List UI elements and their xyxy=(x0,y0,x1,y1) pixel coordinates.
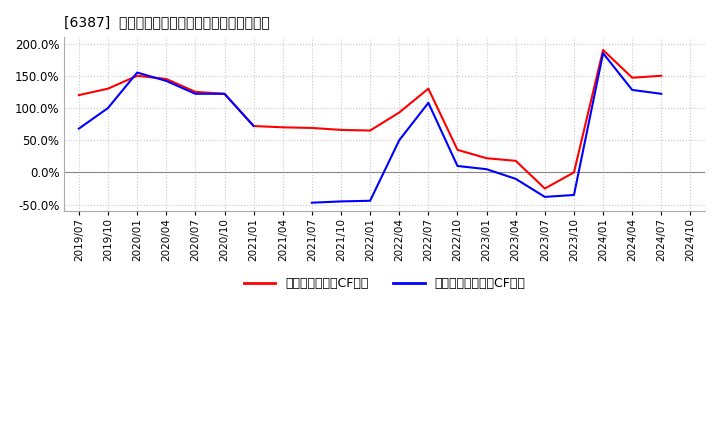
Legend: 有利子負債営業CF比率, 有利子負債フリーCF比率: 有利子負債営業CF比率, 有利子負債フリーCF比率 xyxy=(239,272,531,295)
Text: [6387]  有利子負債キャッシュフロー比率の推移: [6387] 有利子負債キャッシュフロー比率の推移 xyxy=(64,15,270,29)
